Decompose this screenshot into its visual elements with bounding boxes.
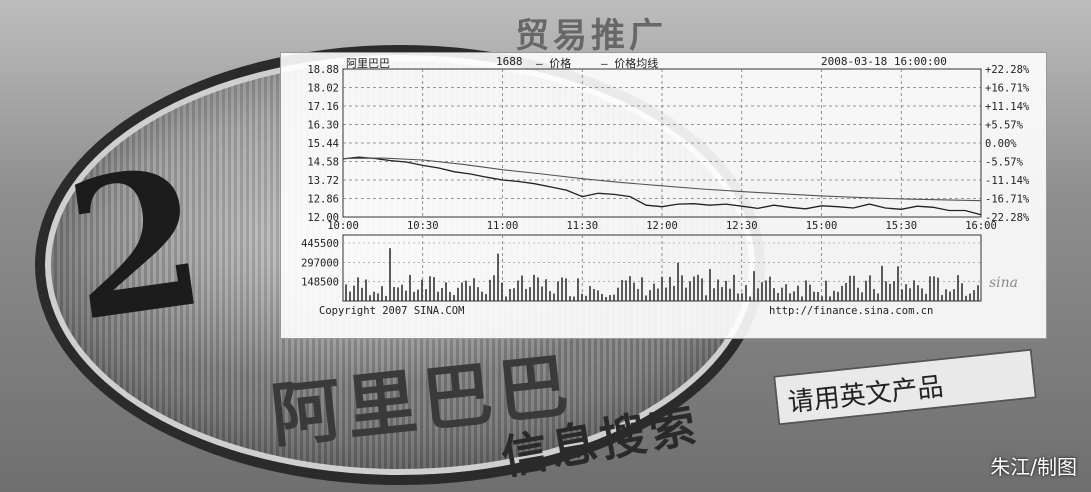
image-credit: 朱江/制图 [990, 455, 1077, 479]
x-tick-label: 15:00 [806, 220, 838, 232]
price-volume-chart: 18.88 +22.28% 18.02 +16.71% 17.16 +11.14% 16.3… [301, 64, 1030, 302]
stock-code: 1688 [496, 55, 523, 68]
y-tick-label-left: 18.88 [307, 64, 339, 76]
y-tick-label-left: 13.72 [307, 175, 339, 187]
sina-logo: sina [989, 275, 1019, 291]
y-tick-label-left: 17.16 [307, 101, 339, 113]
y-tick-label-left: 12.00 [307, 212, 339, 224]
y-tick-label-right: 0.00% [985, 138, 1017, 150]
series-line [342, 157, 982, 202]
y-tick-label-left: 14.58 [307, 157, 339, 169]
stock-chart-panel: 阿里巴巴 1688 — 价格 — 价格均线 2008-03-18 16:00:0… [280, 52, 1047, 339]
x-tick-label: 12:00 [646, 220, 678, 232]
y-tick-label-right: +16.71% [985, 83, 1030, 95]
y-tick-label-left: 12.86 [307, 194, 339, 206]
volume-tick-label: 148500 [301, 277, 339, 289]
y-tick-label-left: 18.02 [307, 83, 339, 95]
y-tick-label-right: -22.28% [985, 212, 1030, 224]
volume-tick-label: 445500 [301, 238, 339, 250]
copyright-text: Copyright 2007 SINA.COM [319, 305, 465, 317]
y-tick-label-left: 16.30 [307, 120, 339, 132]
legend-price: — 价格 [536, 57, 572, 70]
y-tick-label-right: +11.14% [985, 101, 1030, 113]
chart-datetime: 2008-03-18 16:00:00 [821, 55, 947, 68]
y-tick-label-left: 15.44 [307, 138, 339, 150]
y-tick-label-right: -11.14% [985, 175, 1030, 187]
source-url: http://finance.sina.com.cn [769, 305, 934, 317]
x-tick-label: 10:30 [407, 220, 439, 232]
x-tick-label: 10:00 [327, 220, 359, 232]
legend-average: — 价格均线 [601, 57, 659, 70]
x-tick-label: 12:30 [726, 220, 758, 232]
volume-tick-label: 297000 [301, 257, 339, 269]
x-tick-label: 11:30 [566, 220, 598, 232]
background-banner-text: 贸易推广 [515, 16, 667, 56]
x-tick-label: 15:30 [885, 220, 917, 232]
y-tick-label-right: +5.57% [985, 120, 1024, 132]
x-tick-label: 11:00 [487, 220, 519, 232]
stock-name: 阿里巴巴 [346, 57, 390, 70]
y-tick-label-right: +22.28% [985, 64, 1030, 76]
series-line [342, 156, 982, 216]
x-tick-label: 16:00 [965, 220, 997, 232]
magnified-logo-glyph: 2 [55, 124, 218, 365]
chart-header: 阿里巴巴 1688 — 价格 — 价格均线 2008-03-18 16:00:0… [346, 55, 976, 70]
y-tick-label-right: -5.57% [985, 157, 1024, 169]
y-tick-label-right: -16.71% [985, 194, 1030, 206]
